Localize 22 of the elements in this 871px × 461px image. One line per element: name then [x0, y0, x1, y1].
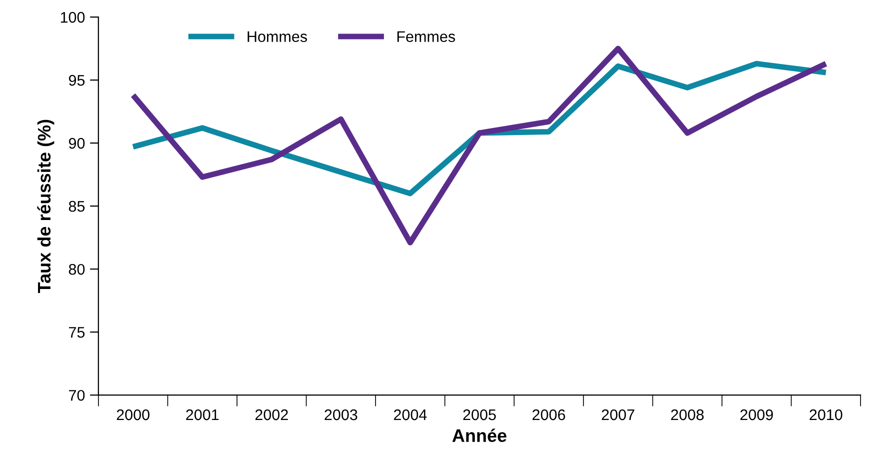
x-axis-title: Année: [452, 428, 506, 442]
y-axis-title: Taux de réussite (%): [37, 120, 54, 293]
y-tick-label: 80: [68, 264, 85, 275]
x-tick-label: 2007: [602, 409, 634, 420]
x-tick-label: 2004: [394, 409, 427, 420]
x-tick-label: 2003: [324, 409, 358, 420]
x-tick-label: 2009: [740, 409, 773, 420]
x-tick-label: 2010: [810, 409, 842, 420]
x-tick-label: 2008: [671, 409, 704, 420]
x-tick-label: 2000: [116, 409, 150, 420]
y-tick-label: 75: [69, 327, 85, 338]
x-tick-label: 2005: [463, 409, 496, 420]
y-tick-label: 95: [68, 74, 85, 86]
y-tick-label: 70: [69, 390, 85, 401]
y-tick-label: 85: [68, 200, 85, 212]
legend-label: Femmes: [397, 31, 456, 42]
x-tick-label: 2001: [186, 409, 219, 420]
y-tick-label: 100: [60, 12, 85, 23]
x-tick-label: 2002: [255, 409, 288, 420]
x-tick-label: 2006: [532, 409, 566, 420]
y-tick-label: 90: [68, 138, 85, 149]
legend-label: Hommes: [248, 31, 308, 42]
